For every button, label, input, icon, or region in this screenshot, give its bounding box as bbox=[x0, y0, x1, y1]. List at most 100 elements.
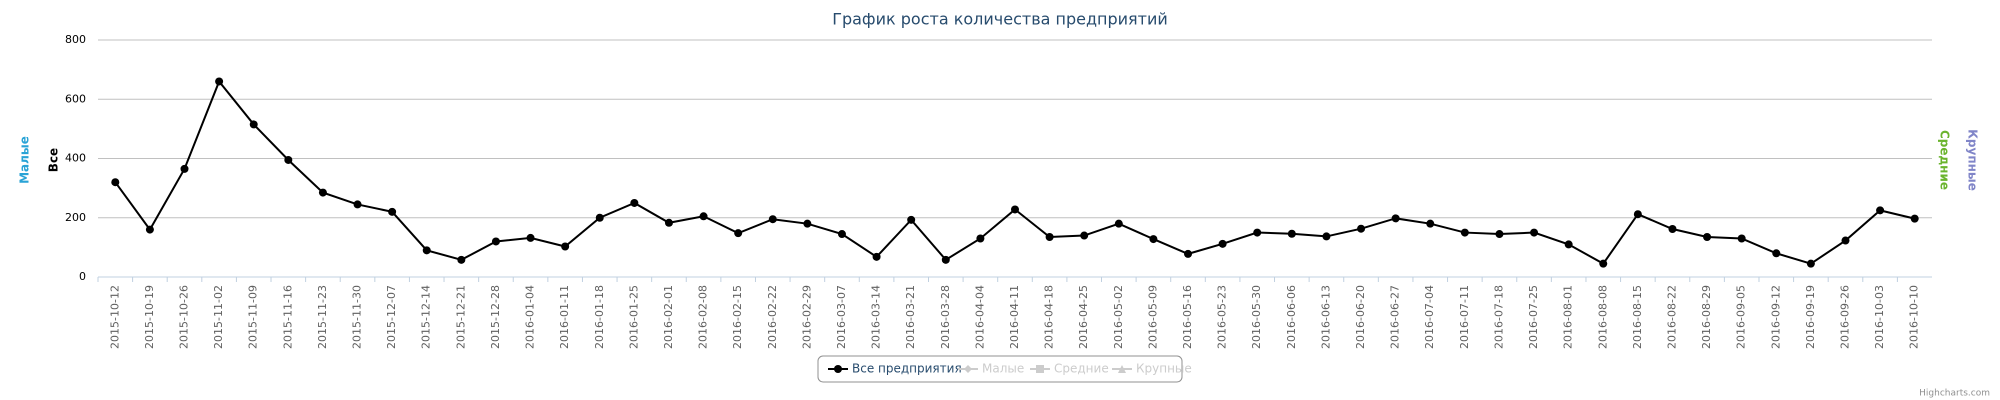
x-tick-label: 2016-09-05 bbox=[1735, 285, 1748, 349]
x-tick-label: 2016-08-22 bbox=[1665, 285, 1678, 349]
data-point bbox=[526, 233, 535, 242]
series-line bbox=[114, 79, 1915, 265]
x-tick-label: 2016-07-18 bbox=[1492, 285, 1505, 349]
data-point bbox=[1772, 249, 1781, 258]
data-point bbox=[1737, 234, 1746, 243]
y-tick-label: 0 bbox=[79, 270, 86, 283]
x-tick-label: 2016-08-01 bbox=[1562, 285, 1575, 349]
x-tick-label: 2016-10-03 bbox=[1873, 285, 1886, 349]
data-point bbox=[1391, 214, 1400, 223]
data-point bbox=[1287, 229, 1296, 238]
chart-title: График роста количества предприятий bbox=[832, 10, 1168, 29]
data-point bbox=[1703, 233, 1712, 242]
x-tick-label: 2016-05-02 bbox=[1112, 285, 1125, 349]
data-point bbox=[837, 230, 846, 239]
y-tick-label: 800 bbox=[65, 33, 86, 46]
x-tick-label: 2016-05-09 bbox=[1146, 285, 1159, 349]
credits[interactable]: Highcharts.com bbox=[1919, 389, 1990, 399]
x-tick-label: 2016-06-13 bbox=[1319, 285, 1332, 349]
legend-marker bbox=[834, 365, 842, 373]
y-tick-label: 200 bbox=[65, 211, 86, 224]
x-tick-label: 2016-08-08 bbox=[1596, 285, 1609, 349]
x-tick-label: 2015-11-16 bbox=[281, 285, 294, 349]
data-point bbox=[595, 213, 604, 222]
data-point bbox=[353, 200, 362, 209]
x-tick-label: 2016-08-29 bbox=[1700, 285, 1713, 349]
legend-label[interactable]: Малые bbox=[982, 362, 1024, 376]
legend-marker bbox=[1118, 365, 1126, 373]
axis-title: Крупные bbox=[1966, 129, 1980, 191]
data-point bbox=[630, 198, 639, 207]
x-tick-label: 2016-02-08 bbox=[697, 285, 710, 349]
x-tick-label: 2016-03-14 bbox=[870, 285, 883, 349]
legend-box bbox=[817, 355, 1183, 383]
data-point bbox=[803, 219, 812, 228]
x-tick-label: 2016-03-07 bbox=[835, 285, 848, 349]
x-tick-label: 2015-11-09 bbox=[247, 285, 260, 349]
x-tick-label: 2016-02-15 bbox=[731, 285, 744, 349]
legend-marker bbox=[1036, 365, 1044, 373]
x-tick-label: 2016-05-30 bbox=[1250, 285, 1263, 349]
data-point bbox=[215, 77, 224, 86]
data-point bbox=[1253, 228, 1262, 237]
legend-label[interactable]: Все предприятия bbox=[852, 362, 962, 376]
data-point bbox=[1114, 219, 1123, 228]
data-point bbox=[1357, 224, 1366, 233]
x-tick-label: 2015-12-14 bbox=[420, 285, 433, 349]
x-tick-label: 2016-06-06 bbox=[1285, 285, 1298, 349]
x-tick-label: 2015-10-12 bbox=[108, 285, 121, 349]
data-point bbox=[768, 215, 777, 224]
data-point bbox=[872, 252, 881, 261]
data-point bbox=[1426, 219, 1435, 228]
y-tick-label: 600 bbox=[65, 92, 86, 105]
axis-title: Все bbox=[47, 148, 61, 172]
data-point bbox=[1011, 205, 1019, 214]
x-tick-label: 2015-12-07 bbox=[385, 285, 398, 349]
data-point bbox=[491, 237, 500, 246]
data-point bbox=[1599, 259, 1608, 268]
legend-marker bbox=[964, 365, 972, 373]
x-tick-label: 2016-05-23 bbox=[1216, 285, 1229, 349]
data-point bbox=[976, 234, 985, 243]
x-tick-label: 2016-02-29 bbox=[800, 285, 813, 349]
x-tick-label: 2016-06-27 bbox=[1389, 285, 1402, 349]
data-point bbox=[145, 225, 154, 234]
x-tick-label: 2016-01-18 bbox=[593, 285, 606, 349]
data-point bbox=[180, 164, 189, 173]
data-point bbox=[1218, 239, 1227, 248]
x-tick-label: 2016-09-26 bbox=[1838, 285, 1851, 349]
data-point bbox=[284, 155, 293, 164]
data-point bbox=[1322, 232, 1331, 241]
data-point bbox=[1668, 225, 1677, 234]
data-point bbox=[111, 178, 120, 187]
data-point bbox=[664, 218, 673, 227]
data-point bbox=[1806, 259, 1815, 268]
x-tick-label: 2015-12-21 bbox=[454, 285, 467, 349]
data-point bbox=[1495, 230, 1504, 239]
data-point bbox=[1460, 228, 1469, 237]
x-tick-label: 2016-04-25 bbox=[1077, 285, 1090, 349]
legend-label[interactable]: Крупные bbox=[1136, 362, 1192, 376]
data-point bbox=[249, 120, 258, 129]
data-point bbox=[1080, 231, 1089, 240]
data-point bbox=[1876, 206, 1885, 215]
legend-label[interactable]: Средние bbox=[1054, 362, 1109, 376]
data-point bbox=[941, 255, 950, 264]
x-tick-label: 2015-11-02 bbox=[212, 285, 225, 349]
data-point bbox=[1564, 240, 1573, 249]
data-point bbox=[907, 215, 916, 224]
x-tick-label: 2016-07-25 bbox=[1527, 285, 1540, 349]
x-tick-label: 2016-07-04 bbox=[1423, 285, 1436, 349]
x-tick-label: 2016-05-16 bbox=[1181, 285, 1194, 349]
data-point bbox=[1045, 233, 1054, 242]
x-tick-label: 2016-03-28 bbox=[939, 285, 952, 349]
data-point bbox=[1841, 236, 1850, 245]
x-tick-label: 2016-01-04 bbox=[524, 285, 537, 349]
x-tick-label: 2015-11-23 bbox=[316, 285, 329, 349]
data-point bbox=[422, 246, 431, 255]
x-tick-label: 2015-10-19 bbox=[143, 285, 156, 349]
x-tick-label: 2015-12-28 bbox=[489, 285, 502, 349]
y-tick-label: 400 bbox=[65, 152, 86, 165]
axis-title: Средние bbox=[1938, 130, 1952, 190]
